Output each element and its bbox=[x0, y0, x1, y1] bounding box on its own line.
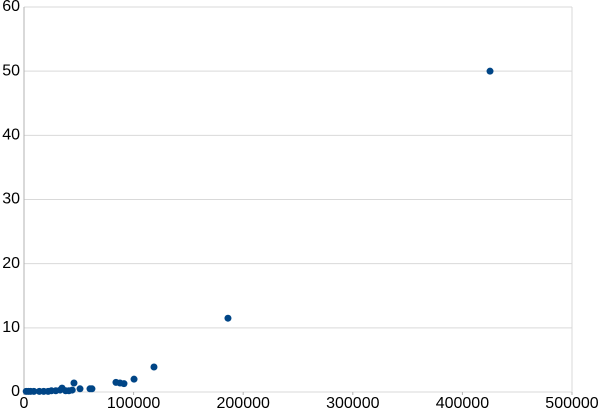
y-tick-label: 50 bbox=[2, 62, 20, 79]
x-tick-label: 400000 bbox=[436, 395, 489, 412]
point bbox=[88, 385, 96, 393]
y-tick-label: 20 bbox=[2, 255, 20, 272]
point bbox=[150, 363, 158, 371]
point bbox=[486, 67, 494, 75]
x-tick-label: 100000 bbox=[107, 395, 160, 412]
point bbox=[68, 386, 76, 394]
point bbox=[224, 314, 232, 322]
x-tick-label: 300000 bbox=[326, 395, 379, 412]
point bbox=[130, 375, 138, 383]
x-tick-label: 200000 bbox=[217, 395, 270, 412]
x-tick-label: 500000 bbox=[545, 395, 598, 412]
point bbox=[76, 385, 84, 393]
y-tick-label: 0 bbox=[11, 383, 20, 400]
point bbox=[120, 380, 128, 388]
y-tick-label: 40 bbox=[2, 127, 20, 144]
y-tick-label: 30 bbox=[2, 191, 20, 208]
x-tick-label: 0 bbox=[20, 395, 29, 412]
point bbox=[30, 387, 38, 395]
y-tick-label: 10 bbox=[2, 319, 20, 336]
point bbox=[70, 379, 78, 387]
y-tick-label: 60 bbox=[2, 0, 20, 15]
